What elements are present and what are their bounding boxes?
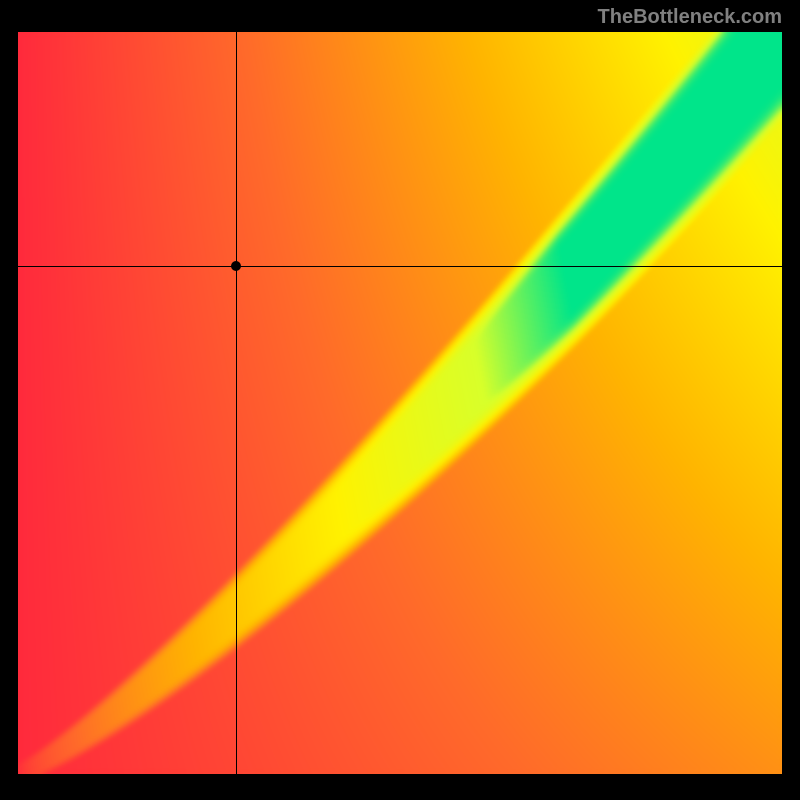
heatmap-plot (18, 32, 782, 774)
crosshair-marker-dot (231, 261, 241, 271)
crosshair-vertical (236, 32, 237, 774)
watermark-text: TheBottleneck.com (598, 6, 782, 29)
crosshair-horizontal (18, 266, 782, 267)
heatmap-canvas (18, 32, 782, 774)
